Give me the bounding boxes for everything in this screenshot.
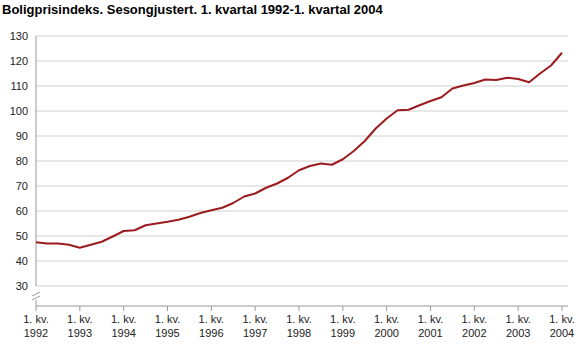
y-axis xyxy=(36,36,37,286)
grid-line xyxy=(36,286,568,287)
grid-line xyxy=(36,161,568,162)
y-tick-label: 130 xyxy=(10,30,28,42)
y-tick-label: 60 xyxy=(16,205,28,217)
x-tick-label: 1. kv.2004 xyxy=(549,313,574,339)
grid-line xyxy=(36,36,568,37)
x-tick xyxy=(518,306,519,311)
y-tick-label: 70 xyxy=(16,180,28,192)
y-tick-label: 110 xyxy=(10,80,28,92)
x-tick-label: 1. kv.2003 xyxy=(505,313,530,339)
x-tick xyxy=(79,306,80,311)
x-tick-label: 1. kv.1997 xyxy=(242,313,267,339)
y-axis-lower xyxy=(36,300,37,306)
x-tick-label: 1. kv.1995 xyxy=(155,313,180,339)
x-tick xyxy=(211,306,212,311)
grid-line xyxy=(36,111,568,112)
y-tick-label: 80 xyxy=(16,155,28,167)
x-tick-label: 1. kv.1996 xyxy=(199,313,224,339)
grid-line xyxy=(36,61,568,62)
x-tick xyxy=(342,306,343,311)
series-line xyxy=(36,53,562,248)
x-axis xyxy=(36,306,568,307)
x-tick xyxy=(474,306,475,311)
x-tick xyxy=(123,306,124,311)
grid-line xyxy=(36,186,568,187)
y-tick-label: 120 xyxy=(10,55,28,67)
x-tick-label: 1. kv.2002 xyxy=(462,313,487,339)
x-tick xyxy=(255,306,256,311)
y-tick-label: 100 xyxy=(10,105,28,117)
grid-line xyxy=(36,136,568,137)
x-tick-label: 1. kv.1994 xyxy=(111,313,136,339)
grid-line xyxy=(36,211,568,212)
x-tick xyxy=(386,306,387,311)
x-tick-label: 1. kv.1993 xyxy=(67,313,92,339)
axis-break xyxy=(32,292,40,300)
x-tick xyxy=(36,306,37,311)
plot-area xyxy=(36,53,562,248)
x-tick-label: 1. kv.2000 xyxy=(374,313,399,339)
x-tick-label: 1. kv.1992 xyxy=(23,313,48,339)
y-tick-label: 90 xyxy=(16,130,28,142)
y-tick-label: 40 xyxy=(16,255,28,267)
x-tick xyxy=(562,306,563,311)
grid-line xyxy=(36,261,568,262)
x-tick xyxy=(299,306,300,311)
x-tick-label: 1. kv.1998 xyxy=(286,313,311,339)
chart: Boligprisindeks. Sesongjustert. 1. kvart… xyxy=(0,0,580,352)
y-tick-label: 50 xyxy=(16,230,28,242)
x-tick-label: 1. kv.1999 xyxy=(330,313,355,339)
title: Boligprisindeks. Sesongjustert. 1. kvart… xyxy=(2,2,384,17)
y-tick-label: 30 xyxy=(16,280,28,292)
x-tick xyxy=(167,306,168,311)
x-tick-label: 1. kv.2001 xyxy=(418,313,443,339)
x-tick xyxy=(430,306,431,311)
grid-line xyxy=(36,86,568,87)
